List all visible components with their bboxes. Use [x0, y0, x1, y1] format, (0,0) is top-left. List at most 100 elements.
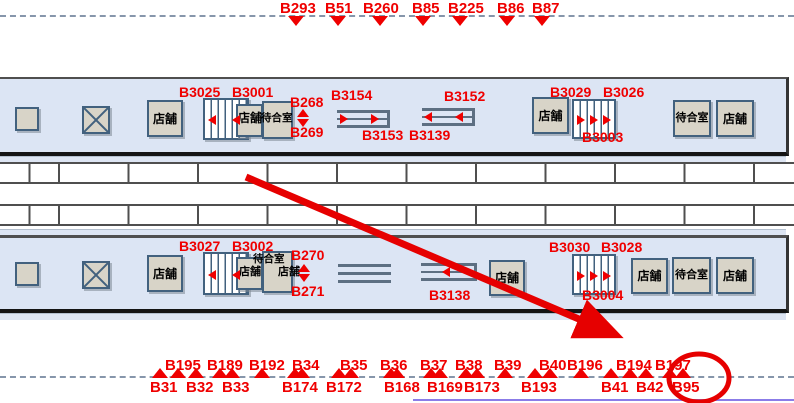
shop-box: 店舗	[489, 260, 525, 296]
sign-label: B51	[325, 0, 353, 17]
ad-sign-label: B3026	[603, 84, 645, 100]
upper-platform	[0, 77, 789, 156]
ad-sign-label: B3002	[232, 238, 274, 254]
sign-label: B39	[494, 357, 522, 374]
waiting-room-box	[262, 101, 293, 139]
sign-label: B172	[326, 379, 362, 396]
sign-label: B86	[497, 0, 525, 17]
direction-left-icon	[232, 115, 240, 125]
ad-sign-label: B271	[291, 283, 325, 299]
ad-sign-label: B3025	[179, 84, 221, 100]
sign-label: B34	[292, 357, 320, 374]
lower-platform-edge-2	[0, 313, 786, 320]
sign-label: B36	[380, 357, 408, 374]
direction-up-icon	[298, 264, 310, 272]
escalator-symbol	[421, 263, 477, 281]
sign-label: B196	[567, 357, 603, 374]
direction-right-icon	[590, 115, 598, 125]
ad-sign-label: B3138	[429, 287, 471, 303]
direction-up-icon	[297, 109, 309, 117]
upper-platform-edge	[0, 156, 786, 163]
sign-pointer-down-icon	[499, 16, 515, 26]
waiting-room-box: 待合室	[672, 257, 711, 294]
shop-label: 店舗	[494, 271, 519, 285]
sign-label: B35	[340, 357, 368, 374]
stairs-symbol	[338, 264, 391, 283]
sign-label: B173	[464, 379, 500, 396]
waiting-room-label: 待合室	[675, 112, 709, 124]
direction-left-icon	[424, 112, 432, 122]
shop-box: 店舗	[147, 100, 183, 137]
ad-sign-label: B3004	[582, 287, 624, 303]
waiting-room-box: 待合室	[673, 100, 711, 137]
escalator-symbol	[422, 108, 475, 126]
sign-label: B37	[420, 357, 448, 374]
sign-label: B169	[427, 379, 463, 396]
ad-sign-label: B3027	[179, 238, 221, 254]
sign-pointer-down-icon	[534, 16, 550, 26]
equipment-box	[15, 262, 39, 286]
ad-sign-label: B3139	[409, 127, 451, 143]
sign-label: B38	[455, 357, 483, 374]
ad-sign-label: B3153	[362, 127, 404, 143]
shop-box: 店舗	[716, 100, 754, 137]
ad-sign-label: B268	[290, 94, 324, 110]
sign-label: B225	[448, 0, 484, 17]
sign-label: B192	[249, 357, 285, 374]
sign-label: B193	[521, 379, 557, 396]
sign-pointer-down-icon	[330, 16, 346, 26]
shop-box: 店舗	[631, 258, 668, 294]
direction-right-icon	[371, 114, 379, 124]
direction-down-icon	[297, 119, 309, 127]
ad-sign-label: B270	[291, 247, 325, 263]
shop-label: 店舗	[278, 266, 300, 278]
x-cross-icon	[84, 108, 108, 132]
sign-label: B293	[280, 0, 316, 17]
shop-label: 店舗	[238, 111, 263, 125]
shop-label: 店舗	[722, 111, 747, 126]
waiting-room-label: 待合室	[253, 253, 285, 265]
direction-right-icon	[340, 114, 348, 124]
ad-sign-label: B3154	[331, 87, 373, 103]
sign-pointer-down-icon	[452, 16, 468, 26]
sign-label: B260	[363, 0, 399, 17]
direction-down-icon	[298, 274, 310, 282]
shop-label: 店舗	[637, 269, 662, 283]
sign-label: B85	[412, 0, 440, 17]
sign-label: B174	[282, 379, 318, 396]
sign-label: B41	[601, 379, 629, 396]
shop-box: 店舗	[147, 255, 183, 292]
sign-label: B33	[222, 379, 250, 396]
direction-left-icon	[208, 270, 216, 280]
track-2	[0, 204, 794, 226]
shop-label: 店舗	[152, 266, 177, 281]
stairs-box	[572, 99, 616, 139]
sign-label: B95	[672, 379, 700, 396]
ad-sign-label: B3029	[550, 84, 592, 100]
sign-pointer-down-icon	[372, 16, 388, 26]
ad-sign-label: B3001	[232, 84, 274, 100]
shop-label: 店舗	[152, 111, 177, 126]
escalator-symbol	[337, 110, 390, 128]
highlight-circle	[666, 351, 732, 403]
crossed-box	[82, 261, 110, 289]
direction-left-icon	[232, 270, 240, 280]
ad-sign-label: B3152	[444, 88, 486, 104]
crossed-box	[82, 106, 110, 134]
waiting-room-label: 待合室	[261, 112, 293, 124]
direction-right-icon	[577, 271, 585, 281]
sign-label: B197	[655, 357, 691, 374]
ad-sign-label: B3003	[582, 129, 624, 145]
direction-left-icon	[208, 115, 216, 125]
track-1	[0, 162, 794, 184]
x-cross-icon	[84, 263, 108, 287]
bottom-boundary-dashed-line	[0, 376, 794, 378]
sign-pointer-down-icon	[415, 16, 431, 26]
lower-platform	[0, 235, 789, 313]
direction-right-icon	[577, 115, 585, 125]
sign-label: B189	[207, 357, 243, 374]
